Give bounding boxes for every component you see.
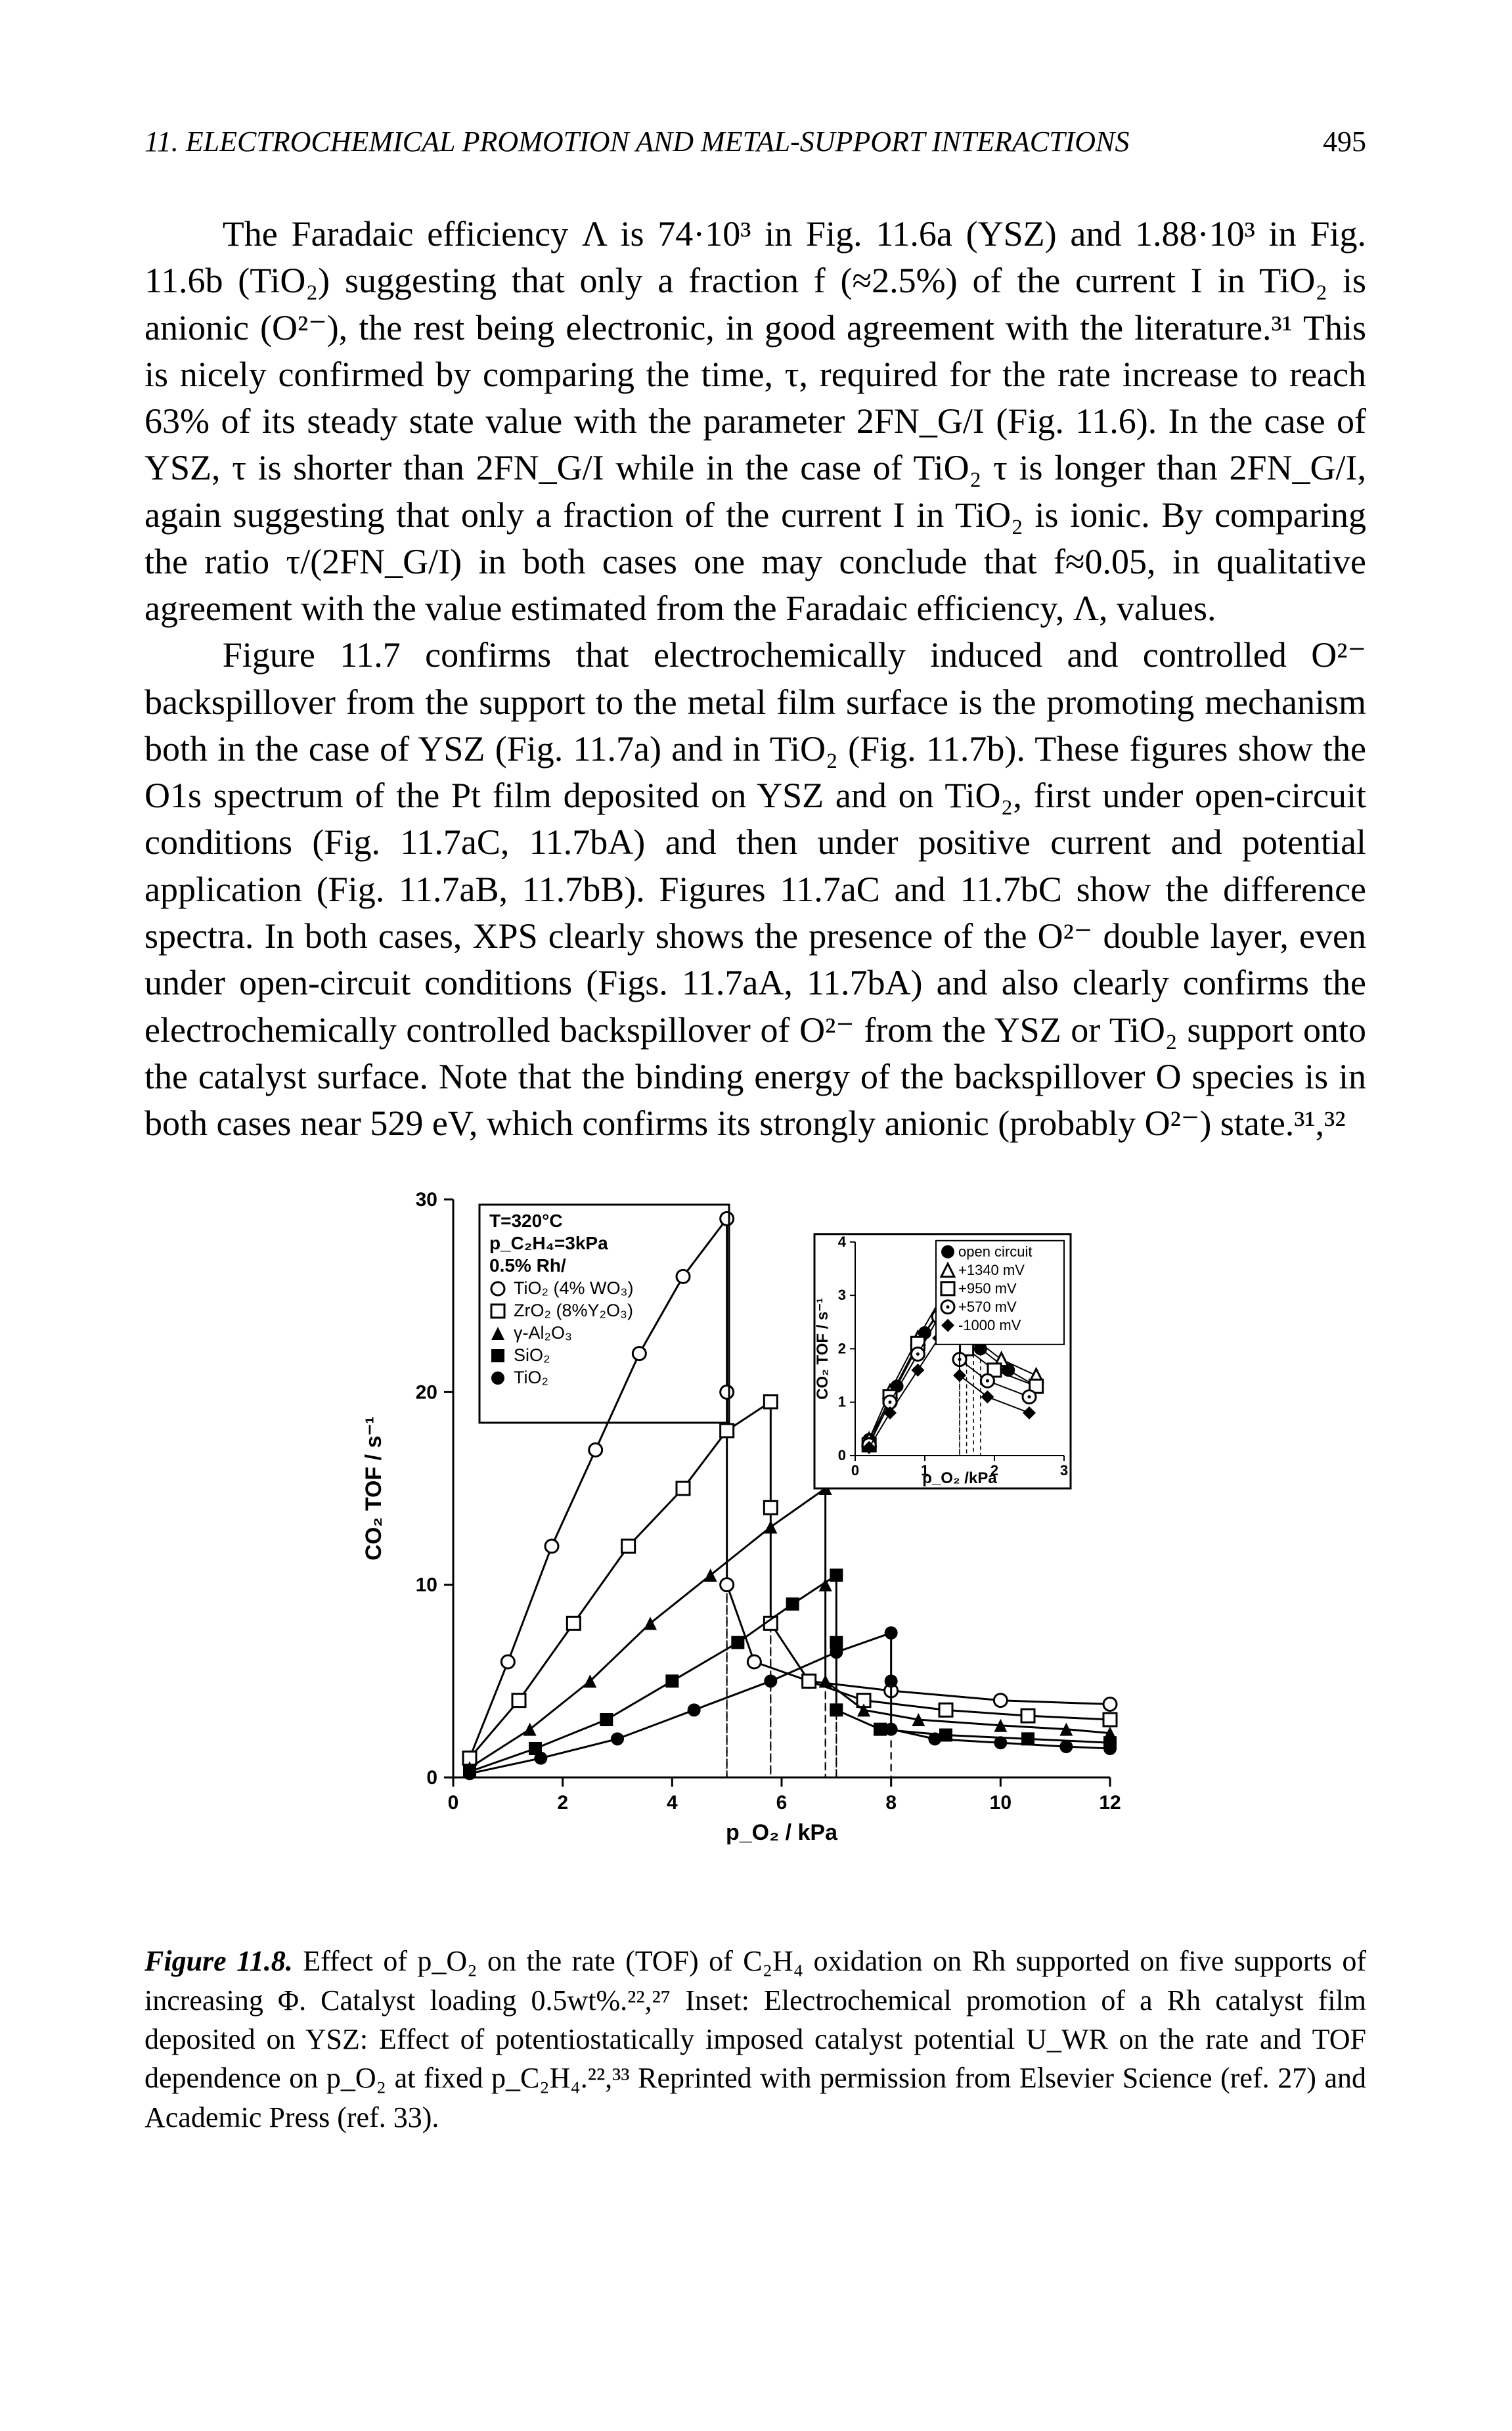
- svg-text:TiO₂: TiO₂: [514, 1368, 548, 1387]
- svg-text:30: 30: [416, 1189, 437, 1211]
- svg-text:CO₂ TOF / s⁻¹: CO₂ TOF / s⁻¹: [814, 1298, 832, 1400]
- running-header: 11. ELECTROCHEMICAL PROMOTION AND METAL-…: [145, 125, 1366, 158]
- svg-text:+1340 mV: +1340 mV: [958, 1262, 1025, 1278]
- svg-text:TiO₂ (4% WO₃): TiO₂ (4% WO₃): [514, 1278, 633, 1298]
- svg-text:+570 mV: +570 mV: [958, 1299, 1017, 1315]
- svg-text:4: 4: [838, 1234, 847, 1250]
- svg-text:4: 4: [667, 1792, 678, 1814]
- svg-text:6: 6: [776, 1792, 788, 1814]
- svg-text:0: 0: [448, 1792, 459, 1814]
- svg-text:p_O₂ /kPa: p_O₂ /kPa: [922, 1469, 997, 1487]
- caption-text: Effect of p_O₂ on the rate (TOF) of C₂H₄…: [145, 1945, 1366, 2133]
- para-2: Figure 11.7 confirms that electrochemica…: [145, 632, 1366, 1147]
- svg-text:2: 2: [557, 1792, 568, 1814]
- figure-11-8: 0246810120102030p_O₂ / kPaCO₂ TOF / s⁻¹T…: [145, 1173, 1366, 1896]
- svg-text:1: 1: [838, 1394, 846, 1410]
- figure-caption: Figure 11.8. Effect of p_O₂ on the rate …: [145, 1942, 1366, 2137]
- svg-text:0: 0: [851, 1462, 859, 1479]
- body-text: The Faradaic efficiency Λ is 74·10³ in F…: [145, 211, 1366, 1147]
- svg-text:0: 0: [426, 1767, 437, 1789]
- svg-text:CO₂ TOF / s⁻¹: CO₂ TOF / s⁻¹: [361, 1417, 386, 1561]
- svg-text:10: 10: [990, 1792, 1012, 1814]
- svg-text:0.5% Rh/: 0.5% Rh/: [489, 1255, 566, 1276]
- svg-text:20: 20: [416, 1382, 437, 1404]
- svg-text:ZrO₂ (8%Y₂O₃): ZrO₂ (8%Y₂O₃): [514, 1301, 633, 1320]
- svg-text:2: 2: [838, 1341, 846, 1357]
- svg-text:8: 8: [885, 1792, 897, 1814]
- caption-lead: Figure 11.8.: [145, 1945, 293, 1977]
- svg-text:3: 3: [838, 1287, 846, 1303]
- svg-text:-1000 mV: -1000 mV: [958, 1317, 1021, 1333]
- svg-text:SiO₂: SiO₂: [514, 1345, 550, 1365]
- svg-text:0: 0: [838, 1447, 846, 1463]
- figure-svg: 0246810120102030p_O₂ / kPaCO₂ TOF / s⁻¹T…: [342, 1173, 1169, 1896]
- svg-text:3: 3: [1060, 1462, 1068, 1479]
- page-number: 495: [1323, 125, 1366, 158]
- svg-text:γ-Al₂O₃: γ-Al₂O₃: [514, 1323, 572, 1343]
- svg-text:p_C₂H₄=3kPa: p_C₂H₄=3kPa: [489, 1233, 608, 1253]
- svg-text:p_O₂ / kPa: p_O₂ / kPa: [726, 1820, 838, 1845]
- svg-text:T=320°C: T=320°C: [489, 1211, 563, 1231]
- svg-text:open circuit: open circuit: [958, 1243, 1033, 1260]
- running-header-left: 11. ELECTROCHEMICAL PROMOTION AND METAL-…: [145, 125, 1129, 158]
- svg-text:+950 mV: +950 mV: [958, 1280, 1017, 1297]
- svg-text:10: 10: [416, 1574, 437, 1596]
- svg-text:12: 12: [1099, 1792, 1121, 1814]
- para-1: The Faradaic efficiency Λ is 74·10³ in F…: [145, 211, 1366, 632]
